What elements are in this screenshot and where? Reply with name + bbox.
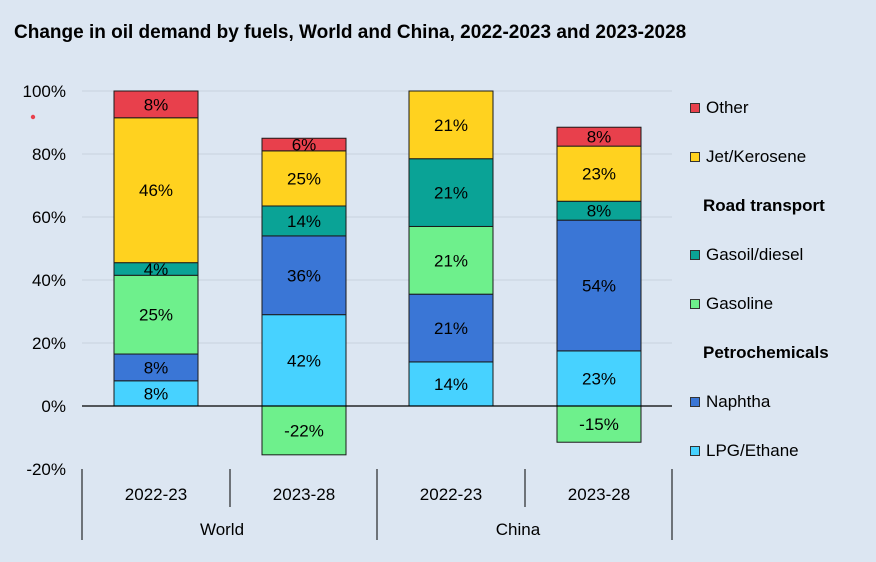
data-label: 8% [587,128,612,147]
data-label: 4% [144,260,169,279]
x-tick-label: 2023-28 [273,485,335,504]
bar-segment [261,405,347,456]
x-tick-label: 2023-28 [568,485,630,504]
group-label: China [496,520,541,539]
bar-segment [113,90,199,119]
legend-swatch [690,103,700,113]
x-tick-label: 2022-23 [420,485,482,504]
bar-segment [261,314,347,407]
bar-segment [261,205,347,237]
data-label: 23% [582,165,616,184]
legend-label: Other [706,98,749,117]
data-label: 23% [582,369,616,388]
legend-header-label: Petrochemicals [703,343,829,362]
data-label: 8% [144,384,169,403]
legend-item: Other [690,96,749,120]
bar-segment [556,126,642,147]
legend-label: Jet/Kerosene [706,147,807,166]
bar-segment [261,137,347,152]
marker-dot-icon [30,114,36,120]
legend-swatch [690,397,700,407]
data-label: -15% [579,415,619,434]
data-label: 25% [139,306,173,325]
bar-segment [408,90,494,160]
bar-segment [113,353,199,382]
legend-swatch [690,152,700,162]
y-tick-label: 60% [32,208,66,227]
y-tick-label: 80% [32,145,66,164]
data-label: 21% [434,319,468,338]
legend-item: Naphtha [690,390,770,414]
legend-label: Gasoil/diesel [706,245,804,264]
group-label: World [200,520,244,539]
data-label: 54% [582,277,616,296]
bar-segment [408,293,494,363]
data-label: -22% [284,421,324,440]
data-label: 46% [139,181,173,200]
data-label: 8% [587,202,612,221]
legend-item: Gasoline [690,292,773,316]
legend-swatch [690,250,700,260]
x-tick-label: 2022-23 [125,485,187,504]
legend-label: Gasoline [706,294,774,313]
bar-segment [113,274,199,355]
legend-item: Jet/Kerosene [690,145,806,169]
data-label: 21% [434,116,468,135]
data-label: 6% [292,136,317,155]
data-label: 14% [287,212,321,231]
y-tick-label: 100% [23,82,66,101]
bar-segment [113,380,199,407]
data-label: 36% [287,266,321,285]
data-label: 21% [434,184,468,203]
chart-title: Change in oil demand by fuels, World and… [14,22,687,43]
data-label: 21% [434,251,468,270]
data-label: 25% [287,169,321,188]
y-tick-label: 40% [32,271,66,290]
legend-label: Naphtha [706,392,771,411]
legend-label: LPG/Ethane [706,441,799,460]
legend-item: LPG/Ethane [690,439,799,463]
legend-swatch [690,446,700,456]
bar-segment [408,361,494,407]
bar-segment [113,117,199,264]
y-tick-label: -20% [26,460,66,479]
legend-item: Gasoil/diesel [690,243,803,267]
data-label: 8% [144,95,169,114]
bar-segment [261,150,347,207]
y-tick-label: 20% [32,334,66,353]
legend-header-label: Road transport [703,196,825,215]
data-label: 8% [144,358,169,377]
bar-segment [261,235,347,316]
y-tick-label: 0% [41,397,66,416]
data-label: 14% [434,375,468,394]
legend-group-header: Petrochemicals [690,341,829,365]
legend-group-header: Road transport [690,194,825,218]
legend-swatch [690,299,700,309]
data-label: 42% [287,351,321,370]
bar-segment [556,145,642,202]
